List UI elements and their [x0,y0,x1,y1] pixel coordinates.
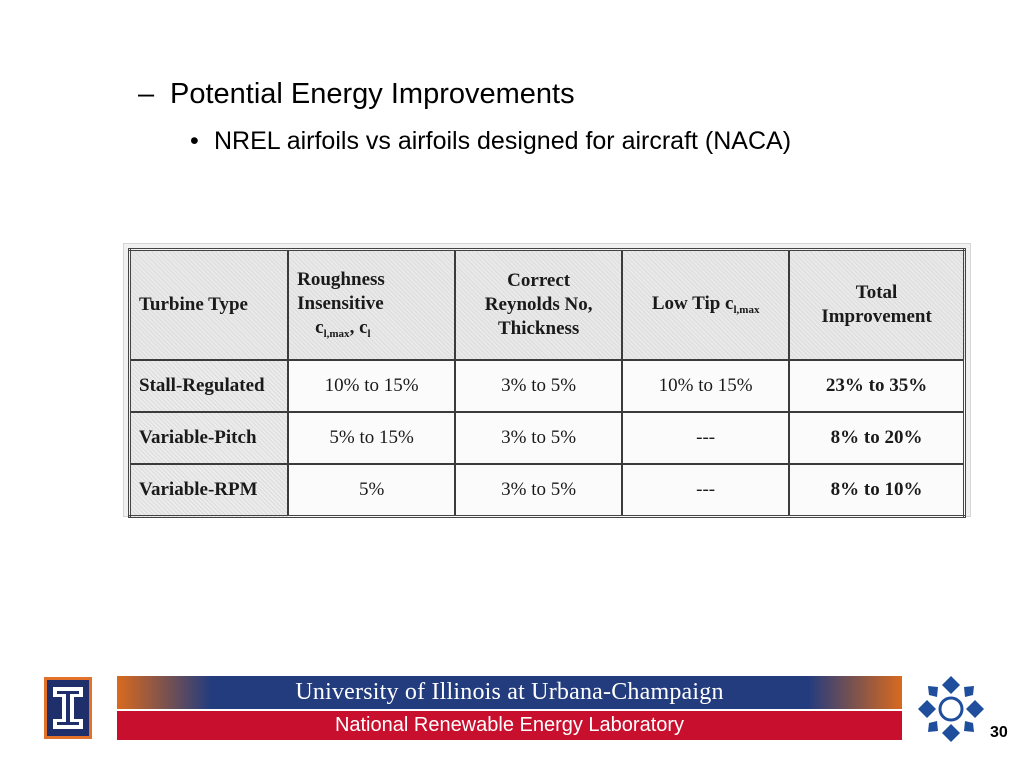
table-row: Variable-RPM 5% 3% to 5% --- 8% to 10% [128,463,966,518]
lab-name: National Renewable Energy Laboratory [117,711,902,740]
improvement-table: Turbine Type Roughness Insensitive cl,ma… [128,248,966,518]
nrel-diamond-ring-icon [916,674,986,744]
cell-roughness: 5% [287,463,457,518]
bullet-dash: – [138,78,155,110]
bullet-level1: – Potential Energy Improvements [138,78,575,111]
bullet-level2: • NREL airfoils vs airfoils designed for … [190,127,791,156]
cell-reynolds: 3% to 5% [454,463,624,518]
table-row: Variable-Pitch 5% to 15% 3% to 5% --- 8%… [128,411,966,465]
cell-reynolds: 3% to 5% [454,411,624,465]
header-low-tip: Low Tip cl,max [621,248,791,361]
cell-total: 8% to 10% [788,463,966,518]
bullet-level1-text: Potential Energy Improvements [170,78,575,110]
cell-roughness: 10% to 15% [287,359,457,413]
bullet-level2-text: NREL airfoils vs airfoils designed for a… [214,127,792,155]
cell-turbine-type: Variable-Pitch [128,411,290,465]
header-total: Total Improvement [788,248,966,361]
page-number: 30 [990,724,1008,741]
bullet-dot: • [190,127,199,155]
table-header-row: Turbine Type Roughness Insensitive cl,ma… [128,248,966,361]
cell-low-tip: --- [621,411,791,465]
cell-turbine-type: Stall-Regulated [128,359,290,413]
footer-band: University of Illinois at Urbana-Champai… [117,676,902,740]
illinois-block-i-icon [44,677,92,739]
cell-low-tip: 10% to 15% [621,359,791,413]
cell-total: 23% to 35% [788,359,966,413]
table-row: Stall-Regulated 10% to 15% 3% to 5% 10% … [128,359,966,413]
header-reynolds: Correct Reynolds No, Thickness [454,248,624,361]
cell-total: 8% to 20% [788,411,966,465]
cell-roughness: 5% to 15% [287,411,457,465]
cell-low-tip: --- [621,463,791,518]
cell-turbine-type: Variable-RPM [128,463,290,518]
cell-reynolds: 3% to 5% [454,359,624,413]
header-roughness: Roughness Insensitive cl,max, cl [287,248,457,361]
scanned-table-image: Turbine Type Roughness Insensitive cl,ma… [124,244,970,518]
header-turbine-type: Turbine Type [128,248,290,361]
university-name: University of Illinois at Urbana-Champai… [117,676,902,709]
